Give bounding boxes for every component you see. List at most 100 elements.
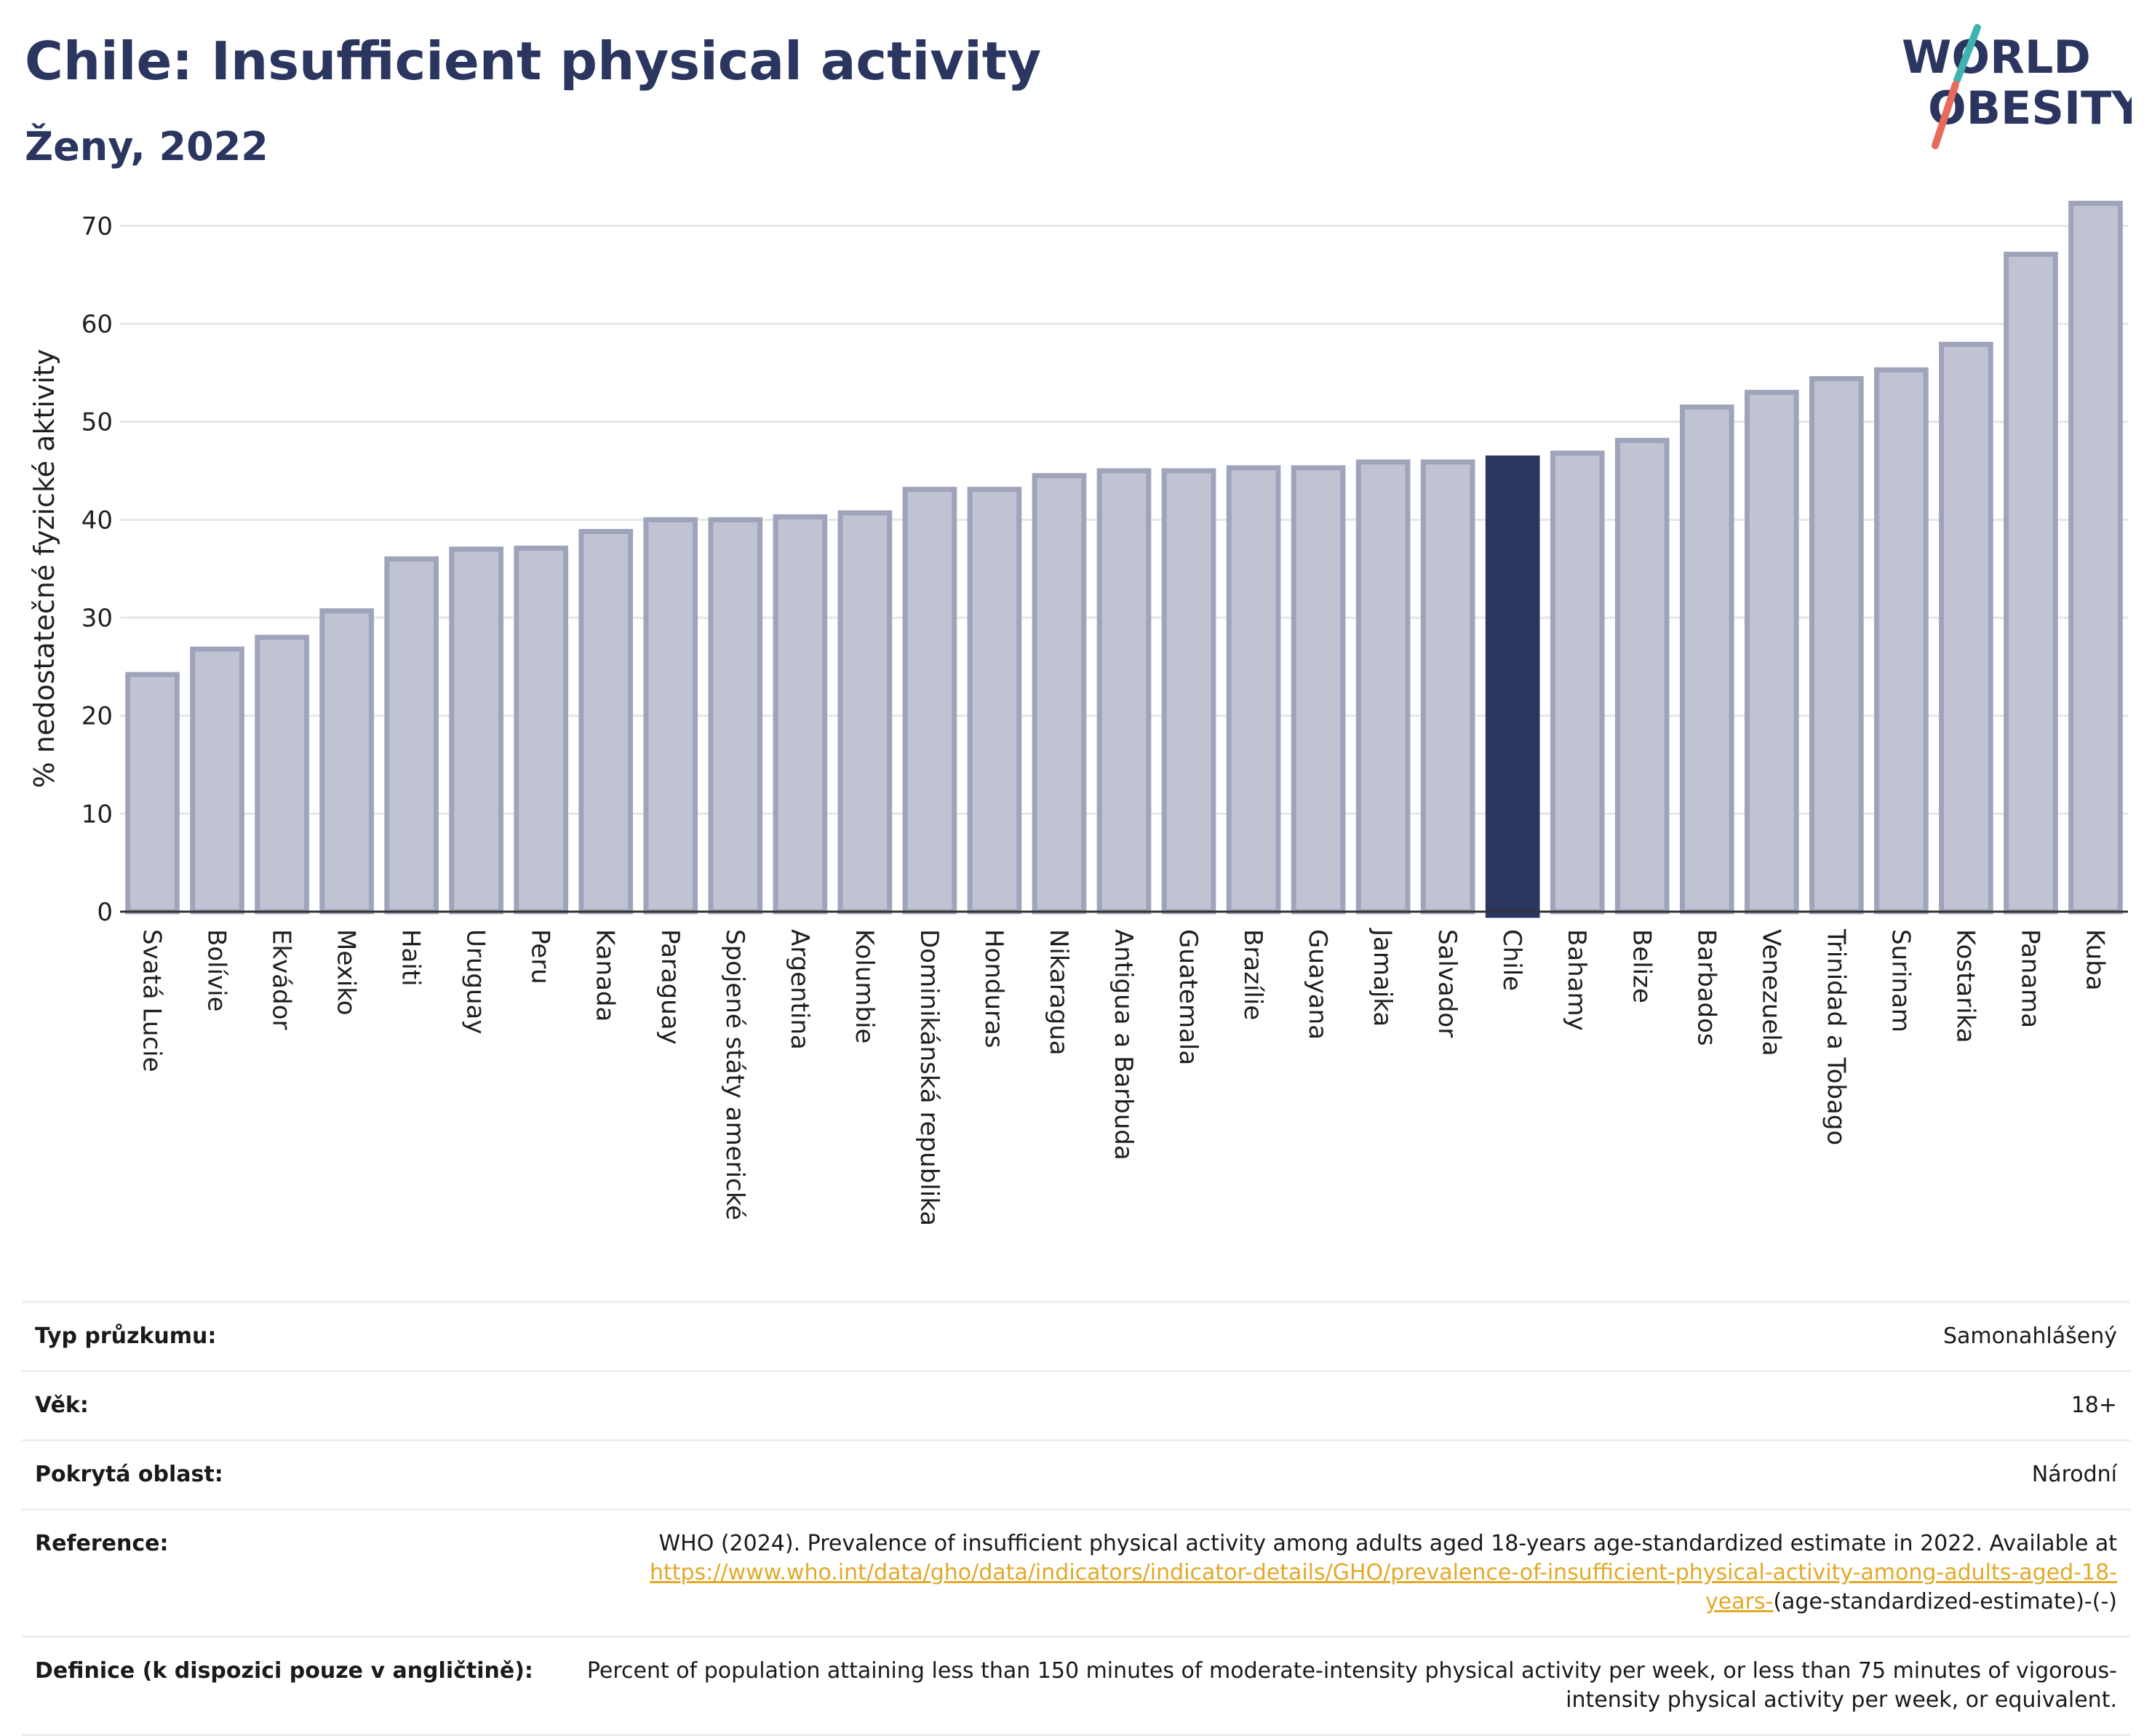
info-value: Národní xyxy=(572,1439,2130,1510)
bar xyxy=(1291,465,1346,915)
info-table: Typ průzkumu: Samonahlášený Věk: 18+ Pok… xyxy=(22,1301,2130,1736)
x-tick-label: Guatemala xyxy=(1173,929,1203,1065)
x-tick-label: Honduras xyxy=(979,929,1008,1048)
bar xyxy=(2068,200,2123,915)
bar xyxy=(643,517,698,915)
info-row-coverage: Pokrytá oblast: Národní xyxy=(22,1439,2130,1510)
bar xyxy=(1679,405,1734,915)
x-tick-label: Brazílie xyxy=(1238,929,1267,1020)
x-axis-labels: Svatá Lucie Bolívie Ekvádor Mexiko Haiti Urug… xyxy=(138,928,2110,1226)
info-value: Samonahlášený xyxy=(572,1301,2130,1371)
x-tick-label: Nikaragua xyxy=(1044,929,1073,1056)
y-tick-label: 60 xyxy=(81,310,113,339)
logo-text-world: WORLD xyxy=(1902,31,2091,84)
reference-link[interactable]: https://www.who.int/data/gho/data/indica… xyxy=(650,1560,2117,1614)
x-tick-label: Peru xyxy=(526,929,555,984)
x-tick-label: Uruguay xyxy=(461,929,490,1035)
chart-title: Chile: Insufficient physical activity xyxy=(25,31,1042,92)
y-tick-label: 20 xyxy=(81,702,113,731)
info-row-reference: Reference: WHO (2024). Prevalence of ins… xyxy=(22,1508,2130,1637)
info-row-definition: Definice (k dispozici pouze v angličtině… xyxy=(22,1636,2130,1736)
x-tick-label: Svatá Lucie xyxy=(138,929,167,1072)
x-tick-label: Mexiko xyxy=(332,929,361,1016)
bar xyxy=(1420,459,1475,915)
bar xyxy=(837,510,893,915)
x-tick-label: Ekvádor xyxy=(267,929,296,1030)
x-tick-label: Surinam xyxy=(1886,929,1915,1032)
bar xyxy=(1550,450,1605,915)
info-label: Věk: xyxy=(22,1370,572,1441)
x-tick-label: Trinidad a Tobago xyxy=(1821,928,1850,1145)
bar xyxy=(255,634,309,915)
info-label: Definice (k dispozici pouze v angličtině… xyxy=(22,1636,572,1736)
bar xyxy=(902,487,957,915)
info-label: Typ průzkumu: xyxy=(22,1301,572,1371)
bar xyxy=(1226,465,1281,915)
info-label: Pokrytá oblast: xyxy=(22,1439,572,1510)
x-tick-label: Paraguay xyxy=(655,929,685,1045)
info-value: Percent of population attaining less tha… xyxy=(572,1636,2130,1736)
bar xyxy=(578,529,634,915)
bar xyxy=(449,546,504,915)
y-tick-label: 30 xyxy=(81,604,113,633)
x-tick-label: Antigua a Barbuda xyxy=(1109,929,1138,1160)
y-axis-title: % nedostatečné fyzické aktivity xyxy=(28,349,60,789)
logo-text-obesity: OBESITY xyxy=(1928,81,2132,135)
y-tick-label: 40 xyxy=(81,506,113,535)
bars xyxy=(125,200,2123,918)
x-tick-label: Kuba xyxy=(2080,929,2109,991)
x-tick-label: Belize xyxy=(1627,929,1656,1003)
bar xyxy=(1939,341,1993,915)
bar xyxy=(967,487,1022,915)
bar xyxy=(125,672,180,915)
bar xyxy=(319,608,374,915)
bar xyxy=(1485,455,1540,918)
info-value: 18+ xyxy=(572,1370,2130,1441)
x-tick-label: Panama xyxy=(2015,929,2044,1028)
bar xyxy=(384,556,439,915)
bar xyxy=(514,545,569,915)
x-tick-label: Bahamy xyxy=(1562,929,1591,1031)
reference-suffix: (age-standardized-estimate)-(-) xyxy=(1773,1589,2117,1614)
bar xyxy=(1809,375,1864,915)
x-tick-label: Dominikánská republika xyxy=(914,929,944,1226)
x-tick-label: Kostarika xyxy=(1950,929,1980,1043)
bar xyxy=(1096,468,1152,915)
chart-subtitle: Ženy, 2022 xyxy=(25,124,268,170)
y-tick-label: 10 xyxy=(81,800,113,829)
x-tick-label: Argentina xyxy=(785,929,814,1050)
bar xyxy=(773,514,828,915)
info-row-age: Věk: 18+ xyxy=(22,1370,2130,1441)
bar xyxy=(708,517,763,915)
world-obesity-logo: WORLD OBESITY xyxy=(1902,24,2132,149)
reference-text: WHO (2024). Prevalence of insufficient p… xyxy=(658,1531,2117,1556)
x-tick-label: Barbados xyxy=(1691,929,1721,1046)
bar xyxy=(2004,251,2058,915)
bar xyxy=(190,646,244,915)
x-tick-label: Kolumbie xyxy=(850,929,879,1043)
bar xyxy=(1744,389,1799,915)
x-tick-label: Guayana xyxy=(1303,929,1332,1040)
y-axis-ticks: 0 10 20 30 40 50 60 70 xyxy=(81,212,113,927)
bar xyxy=(1355,459,1411,915)
logo-slash-teal xyxy=(1953,24,1981,84)
x-tick-label: Chile xyxy=(1497,929,1526,991)
info-row-survey-type: Typ průzkumu: Samonahlášený xyxy=(22,1301,2130,1371)
bar-chart: 0 10 20 30 40 50 60 70 Svatá Lucie Bolívie Ekvádo… xyxy=(28,200,2128,1226)
y-tick-label: 0 xyxy=(97,898,113,927)
bar xyxy=(1032,473,1087,915)
x-tick-label: Salvador xyxy=(1432,929,1462,1038)
y-tick-label: 70 xyxy=(81,212,113,241)
bar xyxy=(1874,367,1929,915)
x-tick-label: Spojené státy americké xyxy=(720,929,749,1220)
logo-slash-coral xyxy=(1932,81,1959,149)
info-value: WHO (2024). Prevalence of insufficient p… xyxy=(572,1508,2130,1637)
x-tick-label: Kanada xyxy=(591,929,620,1022)
y-tick-label: 50 xyxy=(81,408,113,437)
x-tick-label: Bolívie xyxy=(202,929,231,1012)
bar xyxy=(1161,468,1216,915)
bar xyxy=(1614,437,1670,915)
info-label: Reference: xyxy=(22,1508,572,1637)
x-tick-label: Jamajka xyxy=(1368,928,1397,1027)
x-tick-label: Venezuela xyxy=(1756,929,1785,1056)
